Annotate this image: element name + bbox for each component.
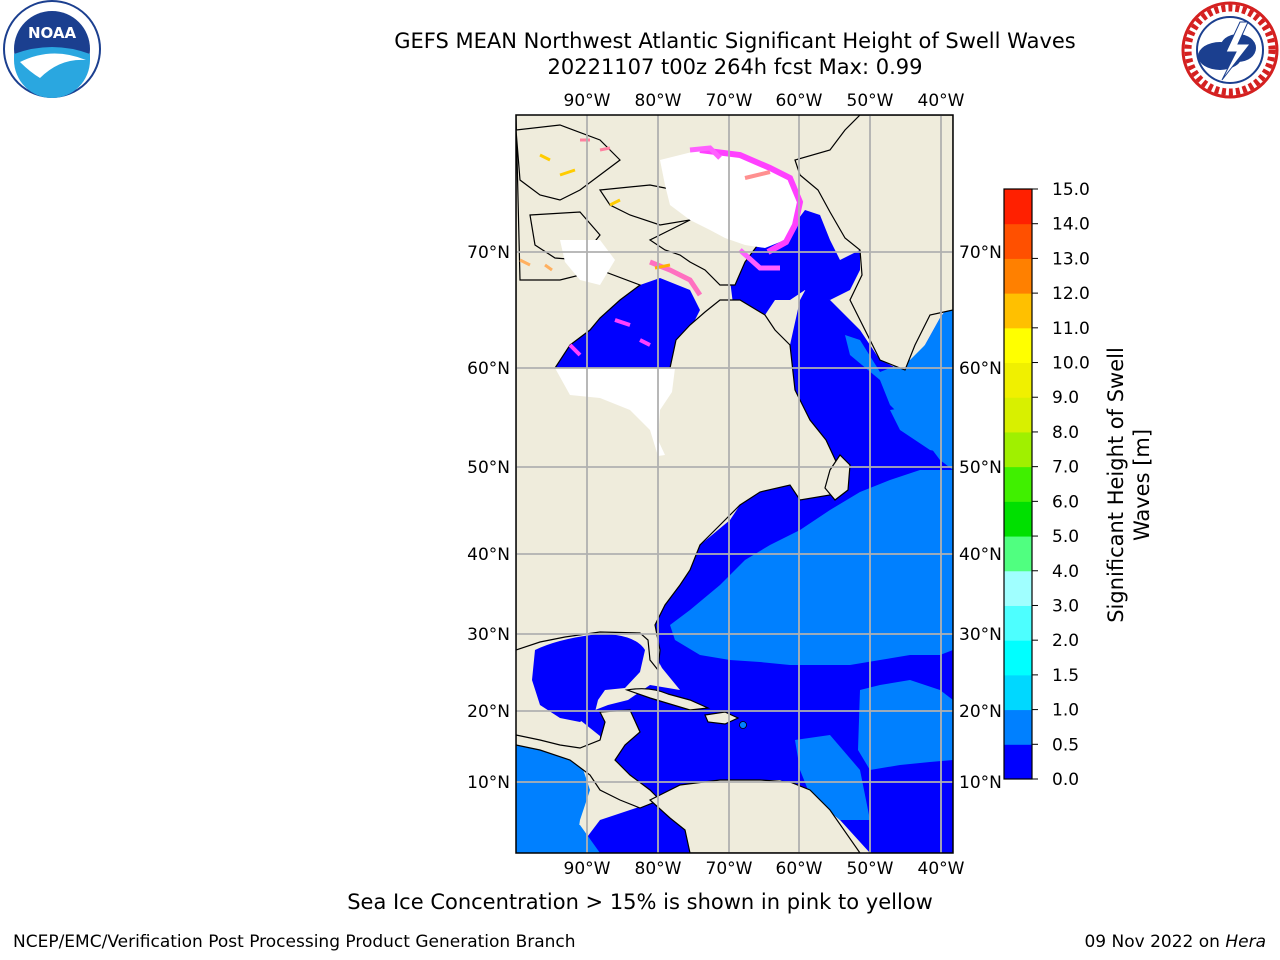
lat-label-right: 10°N <box>959 773 1002 793</box>
colorbar-swatch <box>1004 362 1032 398</box>
noaa-logo-icon: NOAA <box>3 0 101 98</box>
colorbar-tick-label: 13.0 <box>1052 249 1090 269</box>
map-gridlines <box>516 115 953 853</box>
lat-label-right: 70°N <box>959 243 1002 263</box>
colorbar-tick-label: 5.0 <box>1052 527 1079 547</box>
lon-label-bottom: 60°W <box>776 859 823 879</box>
colorbar-tick-label: 0.0 <box>1052 770 1079 790</box>
colorbar-swatch <box>1004 258 1032 294</box>
lat-label-left: 60°N <box>467 359 510 379</box>
map-frame <box>515 114 954 854</box>
puerto-rico-marker <box>739 721 747 729</box>
colorbar-swatch <box>1004 223 1032 259</box>
noaa-logo-text: NOAA <box>28 24 77 42</box>
colorbar-swatch <box>1004 709 1032 745</box>
lat-label-right: 60°N <box>959 359 1002 379</box>
colorbar-swatch <box>1004 674 1032 711</box>
colorbar-tick-label: 8.0 <box>1052 423 1079 443</box>
colorbar-frame <box>1003 188 1033 780</box>
date-stamp: 09 Nov 2022 on Hera <box>1084 932 1266 952</box>
lat-label-left: 30°N <box>467 625 510 645</box>
lat-label-left: 50°N <box>467 458 510 478</box>
lat-label-left: 20°N <box>467 702 510 722</box>
lat-label-right: 30°N <box>959 625 1002 645</box>
machine-name: Hera <box>1225 932 1266 952</box>
colorbar-swatch <box>1004 605 1032 641</box>
forecast-subtitle: 20221107 t00z 264h fcst Max: 0.99 <box>547 55 923 79</box>
lat-label-right: 20°N <box>959 702 1002 722</box>
colorbar-swatch <box>1004 189 1032 225</box>
colorbar-swatch <box>1004 536 1032 572</box>
lon-label-bottom: 80°W <box>635 859 682 879</box>
nws-logo-icon <box>1181 1 1279 99</box>
lat-label-left: 40°N <box>467 545 510 565</box>
colorbar-swatch <box>1004 466 1032 502</box>
colorbar-swatch <box>1004 640 1032 676</box>
colorbar-tick-label: 2.0 <box>1052 631 1079 651</box>
ocean-swell-0.5-1.0 <box>516 300 953 853</box>
lon-label-top: 60°W <box>776 91 823 111</box>
lon-label-top: 40°W <box>918 91 965 111</box>
colorbar-tick-label: 1.0 <box>1052 701 1079 721</box>
colorbar-tick-label: 15.0 <box>1052 180 1090 200</box>
lon-label-top: 80°W <box>635 91 682 111</box>
lat-label-right: 50°N <box>959 458 1002 478</box>
lat-label-left: 70°N <box>467 243 510 263</box>
colorbar-swatch <box>1004 744 1032 780</box>
colorbar-label-line2: Waves [m] <box>1130 429 1154 541</box>
ice-concentration-edge <box>519 138 804 357</box>
lon-label-bottom: 40°W <box>918 859 965 879</box>
lat-label-left: 10°N <box>467 773 510 793</box>
colorbar-swatch <box>1004 397 1032 433</box>
lat-label-right: 40°N <box>959 545 1002 565</box>
colorbar-tick-label: 0.5 <box>1052 735 1079 755</box>
lon-label-bottom: 70°W <box>706 859 753 879</box>
colorbar-label-line1: Significant Height of Swell <box>1104 347 1128 623</box>
colorbar-tick-label: 10.0 <box>1052 354 1090 374</box>
colorbar-tick-label: 11.0 <box>1052 319 1090 339</box>
colorbar-swatch <box>1004 293 1032 329</box>
credit-text: NCEP/EMC/Verification Post Processing Pr… <box>13 932 576 952</box>
colorbar-tick-label: 7.0 <box>1052 458 1079 478</box>
colorbar-swatch <box>1004 327 1032 364</box>
colorbar-tick-label: 12.0 <box>1052 284 1090 304</box>
colorbar-tick-label: 3.0 <box>1052 596 1079 616</box>
lon-label-bottom: 90°W <box>564 859 611 879</box>
lon-label-top: 70°W <box>706 91 753 111</box>
lon-label-top: 50°W <box>847 91 894 111</box>
colorbar-tick-label: 1.5 <box>1052 666 1079 686</box>
colorbar-tick-label: 9.0 <box>1052 388 1079 408</box>
colorbar-swatch <box>1004 570 1032 606</box>
colorbar-tick-label: 4.0 <box>1052 562 1079 582</box>
lon-label-top: 90°W <box>564 91 611 111</box>
colorbar-swatch <box>1004 431 1032 468</box>
colorbar: 0.0 0.5 1.0 1.5 2.0 3.0 4.0 5.0 6.0 7.0 8.0 9.0 10.0… <box>1003 180 1090 790</box>
colorbar-tick-label: 6.0 <box>1052 492 1079 512</box>
map-title: GEFS MEAN Northwest Atlantic Significant… <box>394 29 1076 53</box>
colorbar-swatch <box>1004 501 1032 537</box>
lon-label-bottom: 50°W <box>847 859 894 879</box>
colorbar-tick-label: 14.0 <box>1052 215 1090 235</box>
sea-ice-note: Sea Ice Concentration > 15% is shown in … <box>347 890 933 914</box>
